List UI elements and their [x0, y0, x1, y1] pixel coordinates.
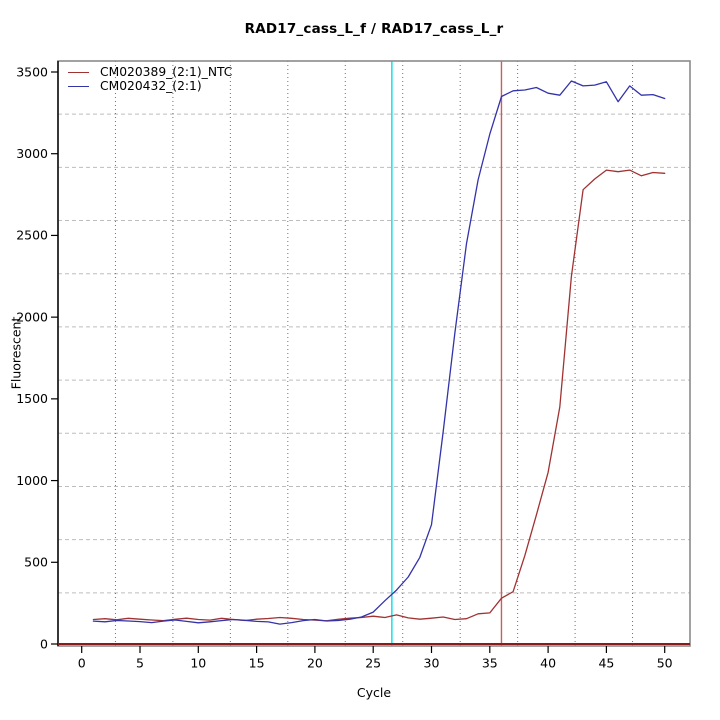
- x-tick-label: 5: [136, 656, 144, 671]
- x-tick-label: 30: [424, 656, 440, 671]
- x-tick-label: 45: [598, 656, 614, 671]
- x-tick-label: 25: [365, 656, 381, 671]
- series-color-swatch-red: [68, 71, 89, 73]
- y-tick-label: 0: [40, 636, 48, 651]
- x-tick-label: 10: [190, 656, 206, 671]
- y-tick-label: 1500: [16, 391, 48, 406]
- series-color-swatch-blue: [68, 85, 89, 87]
- series-curve-0: [92, 169, 666, 622]
- legend-label-ntc: CM020389_(2:1)_NTC: [100, 65, 233, 79]
- y-tick-label: 2000: [16, 309, 48, 324]
- x-tick-label: 35: [482, 656, 498, 671]
- legend-item-ntc: CM020389_(2:1)_NTC: [68, 65, 232, 79]
- chart-title: RAD17_cass_L_f / RAD17_cass_L_r: [244, 21, 504, 37]
- y-tick-label: 3500: [16, 64, 48, 79]
- y-axis-label: Fluorescent: [8, 316, 24, 390]
- y-tick-label: 3000: [16, 146, 48, 161]
- series-curve-1: [92, 80, 666, 625]
- y-tick-label: 2500: [16, 228, 48, 243]
- legend-label-sample: CM020432_(2:1): [100, 79, 202, 93]
- x-tick-label: 50: [657, 656, 673, 671]
- x-tick-label: 0: [78, 656, 86, 671]
- y-tick-label: 500: [24, 555, 48, 570]
- x-tick-label: 20: [307, 656, 323, 671]
- legend-item-sample: CM020432_(2:1): [68, 79, 232, 93]
- x-tick-label: 40: [540, 656, 556, 671]
- x-tick-label: 15: [249, 656, 265, 671]
- legend: CM020389_(2:1)_NTC CM020432_(2:1): [68, 65, 232, 93]
- x-axis-label: Cycle: [356, 685, 392, 700]
- y-tick-label: 1000: [16, 473, 48, 488]
- plot-box: [57, 60, 691, 647]
